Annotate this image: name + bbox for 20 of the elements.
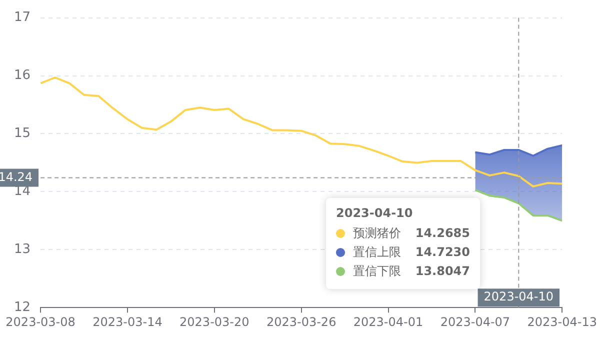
annotation: 2023-04-10 [336,206,414,220]
x-tick-label: 2023-03-26 [266,314,336,329]
legend-label: 置信上限 [353,244,402,261]
y-tick-label: 17 [14,10,31,26]
annotation: 14.2685 [415,225,470,242]
annotation: 14.7230 [415,244,470,261]
ref-line-label: 2023-04-10 [484,290,554,304]
y-tick-label: 16 [14,68,31,84]
annotation: 13.8047 [415,263,470,280]
y-tick-label: 13 [14,242,31,258]
x-tick-label: 2023-03-14 [92,314,162,329]
legend-label: 置信下限 [353,263,402,280]
y-tick-label: 15 [14,126,31,142]
x-tick-label: 2023-04-13 [527,314,598,329]
legend-label: 预测猪价 [353,225,402,242]
x-tick-label: 2023-03-20 [180,314,250,329]
x-tick-label: 2023-04-01 [353,314,424,329]
y-tick-label: 12 [14,300,31,315]
x-tick-label: 2023-04-07 [440,314,510,329]
x-tick-label: 2023-03-08 [6,314,76,329]
